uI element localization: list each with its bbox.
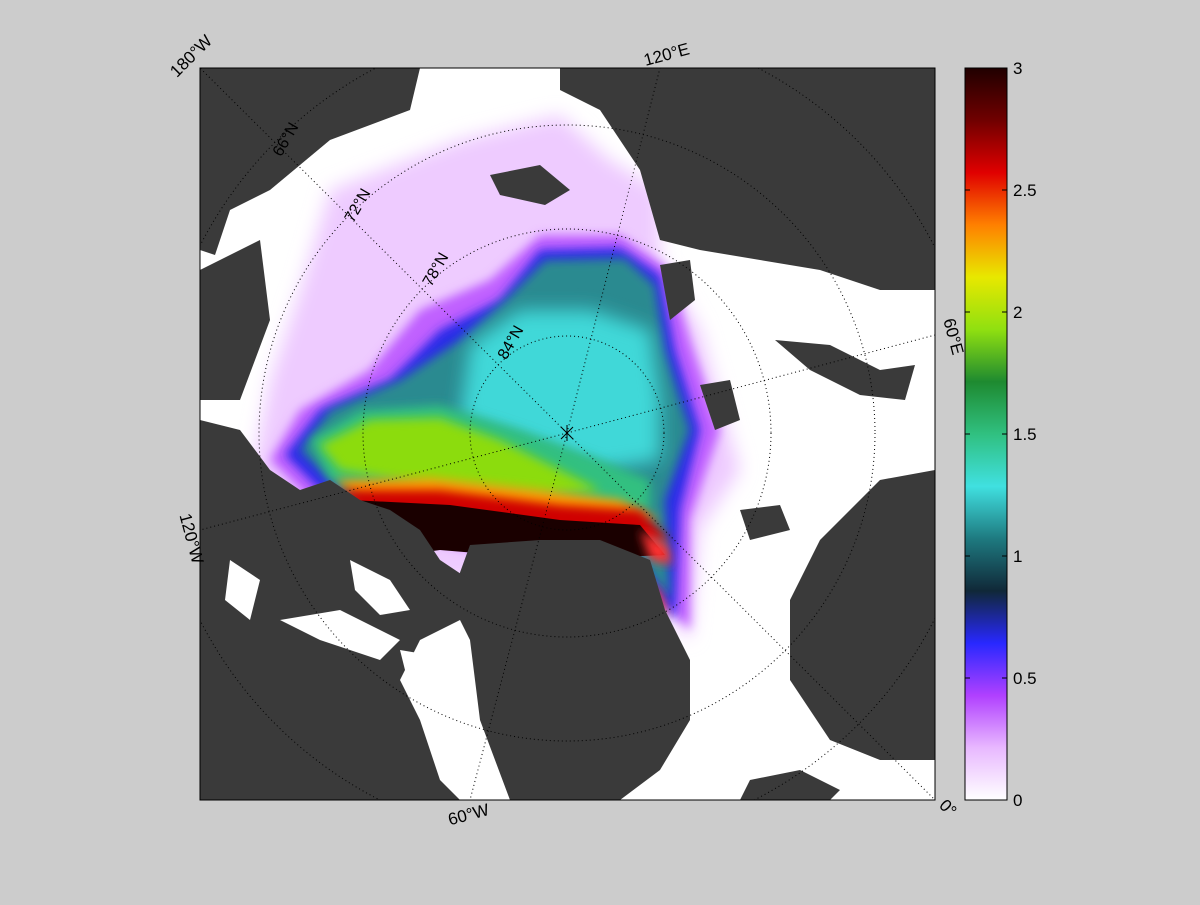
pole-marker xyxy=(560,425,574,441)
lon-label: 60°E xyxy=(939,316,967,357)
colorbar-tick-label: 0.5 xyxy=(1013,669,1037,688)
colorbar-tick-label: 3 xyxy=(1013,59,1022,78)
colorbar xyxy=(964,67,1008,801)
lon-label: 60°W xyxy=(446,800,491,829)
colorbar-tick-label: 2 xyxy=(1013,303,1022,322)
lon-label: 0° xyxy=(935,796,960,821)
graticule xyxy=(200,68,935,800)
map-frame xyxy=(199,67,936,801)
channels xyxy=(225,560,470,720)
colorbar-tick-label: 0 xyxy=(1013,791,1022,810)
lon-label: 120°E xyxy=(642,39,692,69)
land xyxy=(200,68,935,800)
colorbar-tick-label: 1 xyxy=(1013,547,1022,566)
map xyxy=(200,68,935,800)
colorbar-tick-label: 2.5 xyxy=(1013,181,1037,200)
colorbar-tick-label: 1.5 xyxy=(1013,425,1037,444)
